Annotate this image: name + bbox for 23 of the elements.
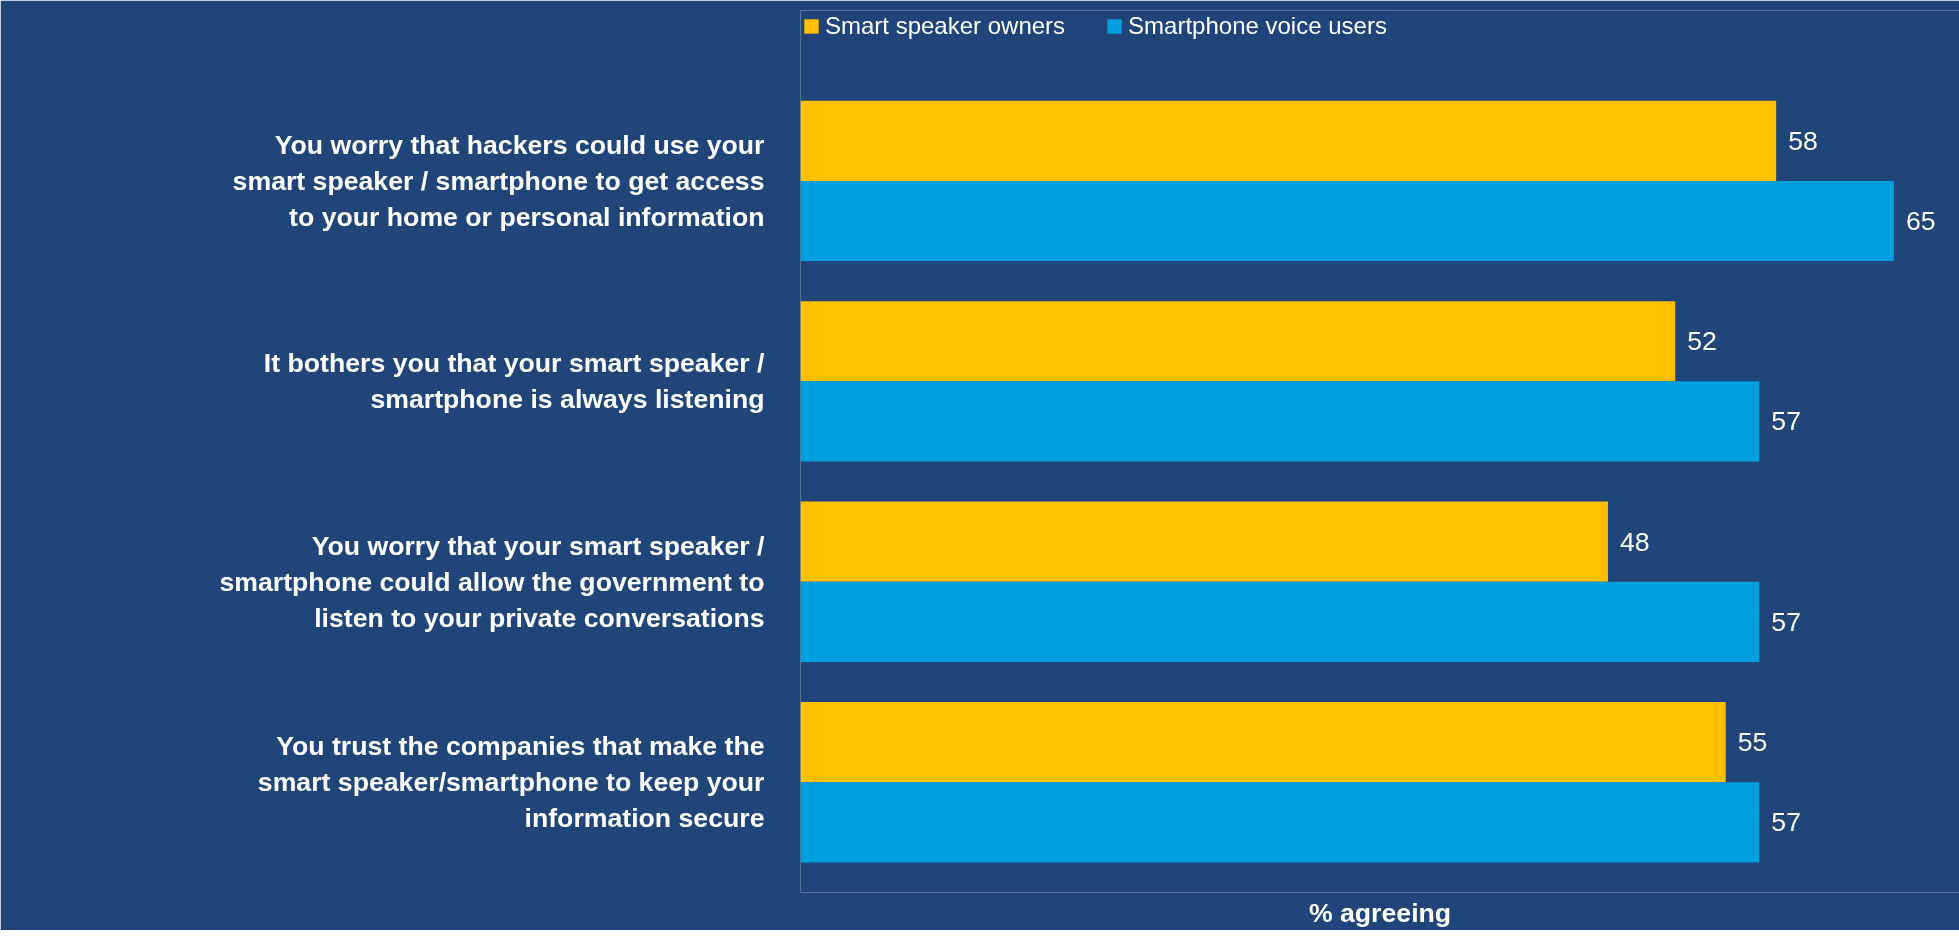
- bar: [800, 501, 1608, 582]
- bar: [800, 782, 1760, 863]
- legend-label: Smart speaker owners: [825, 12, 1066, 40]
- y-tick-label: You worry that your smart speaker / smartphone could allow the government to listen to your private conversations: [219, 530, 766, 633]
- data-label: 52: [1687, 326, 1717, 357]
- data-label: 55: [1737, 727, 1768, 758]
- bar: [800, 301, 1676, 382]
- bar: [800, 180, 1894, 262]
- bar: [800, 702, 1726, 783]
- x-axis-title: % agreeing: [1308, 897, 1452, 928]
- y-tick-label: It bothers you that your smart speaker / smartphone is always listening: [263, 348, 766, 415]
- data-label: 57: [1771, 406, 1801, 437]
- data-label: 58: [1788, 125, 1818, 156]
- bar: [800, 381, 1760, 462]
- y-tick-label: You worry that hackers could use your smart speaker / smartphone to get access to your home or personal information: [232, 129, 765, 232]
- bar: [800, 581, 1760, 662]
- bar: [800, 100, 1777, 181]
- data-label: 57: [1771, 807, 1801, 838]
- legend-label: Smartphone voice users: [1128, 12, 1387, 40]
- y-tick-label: You trust the companies that make the smart speaker/smartphone to keep your information secure: [257, 731, 765, 834]
- data-label: 57: [1771, 606, 1801, 637]
- data-label: 65: [1905, 205, 1936, 236]
- data-label: 48: [1619, 526, 1650, 557]
